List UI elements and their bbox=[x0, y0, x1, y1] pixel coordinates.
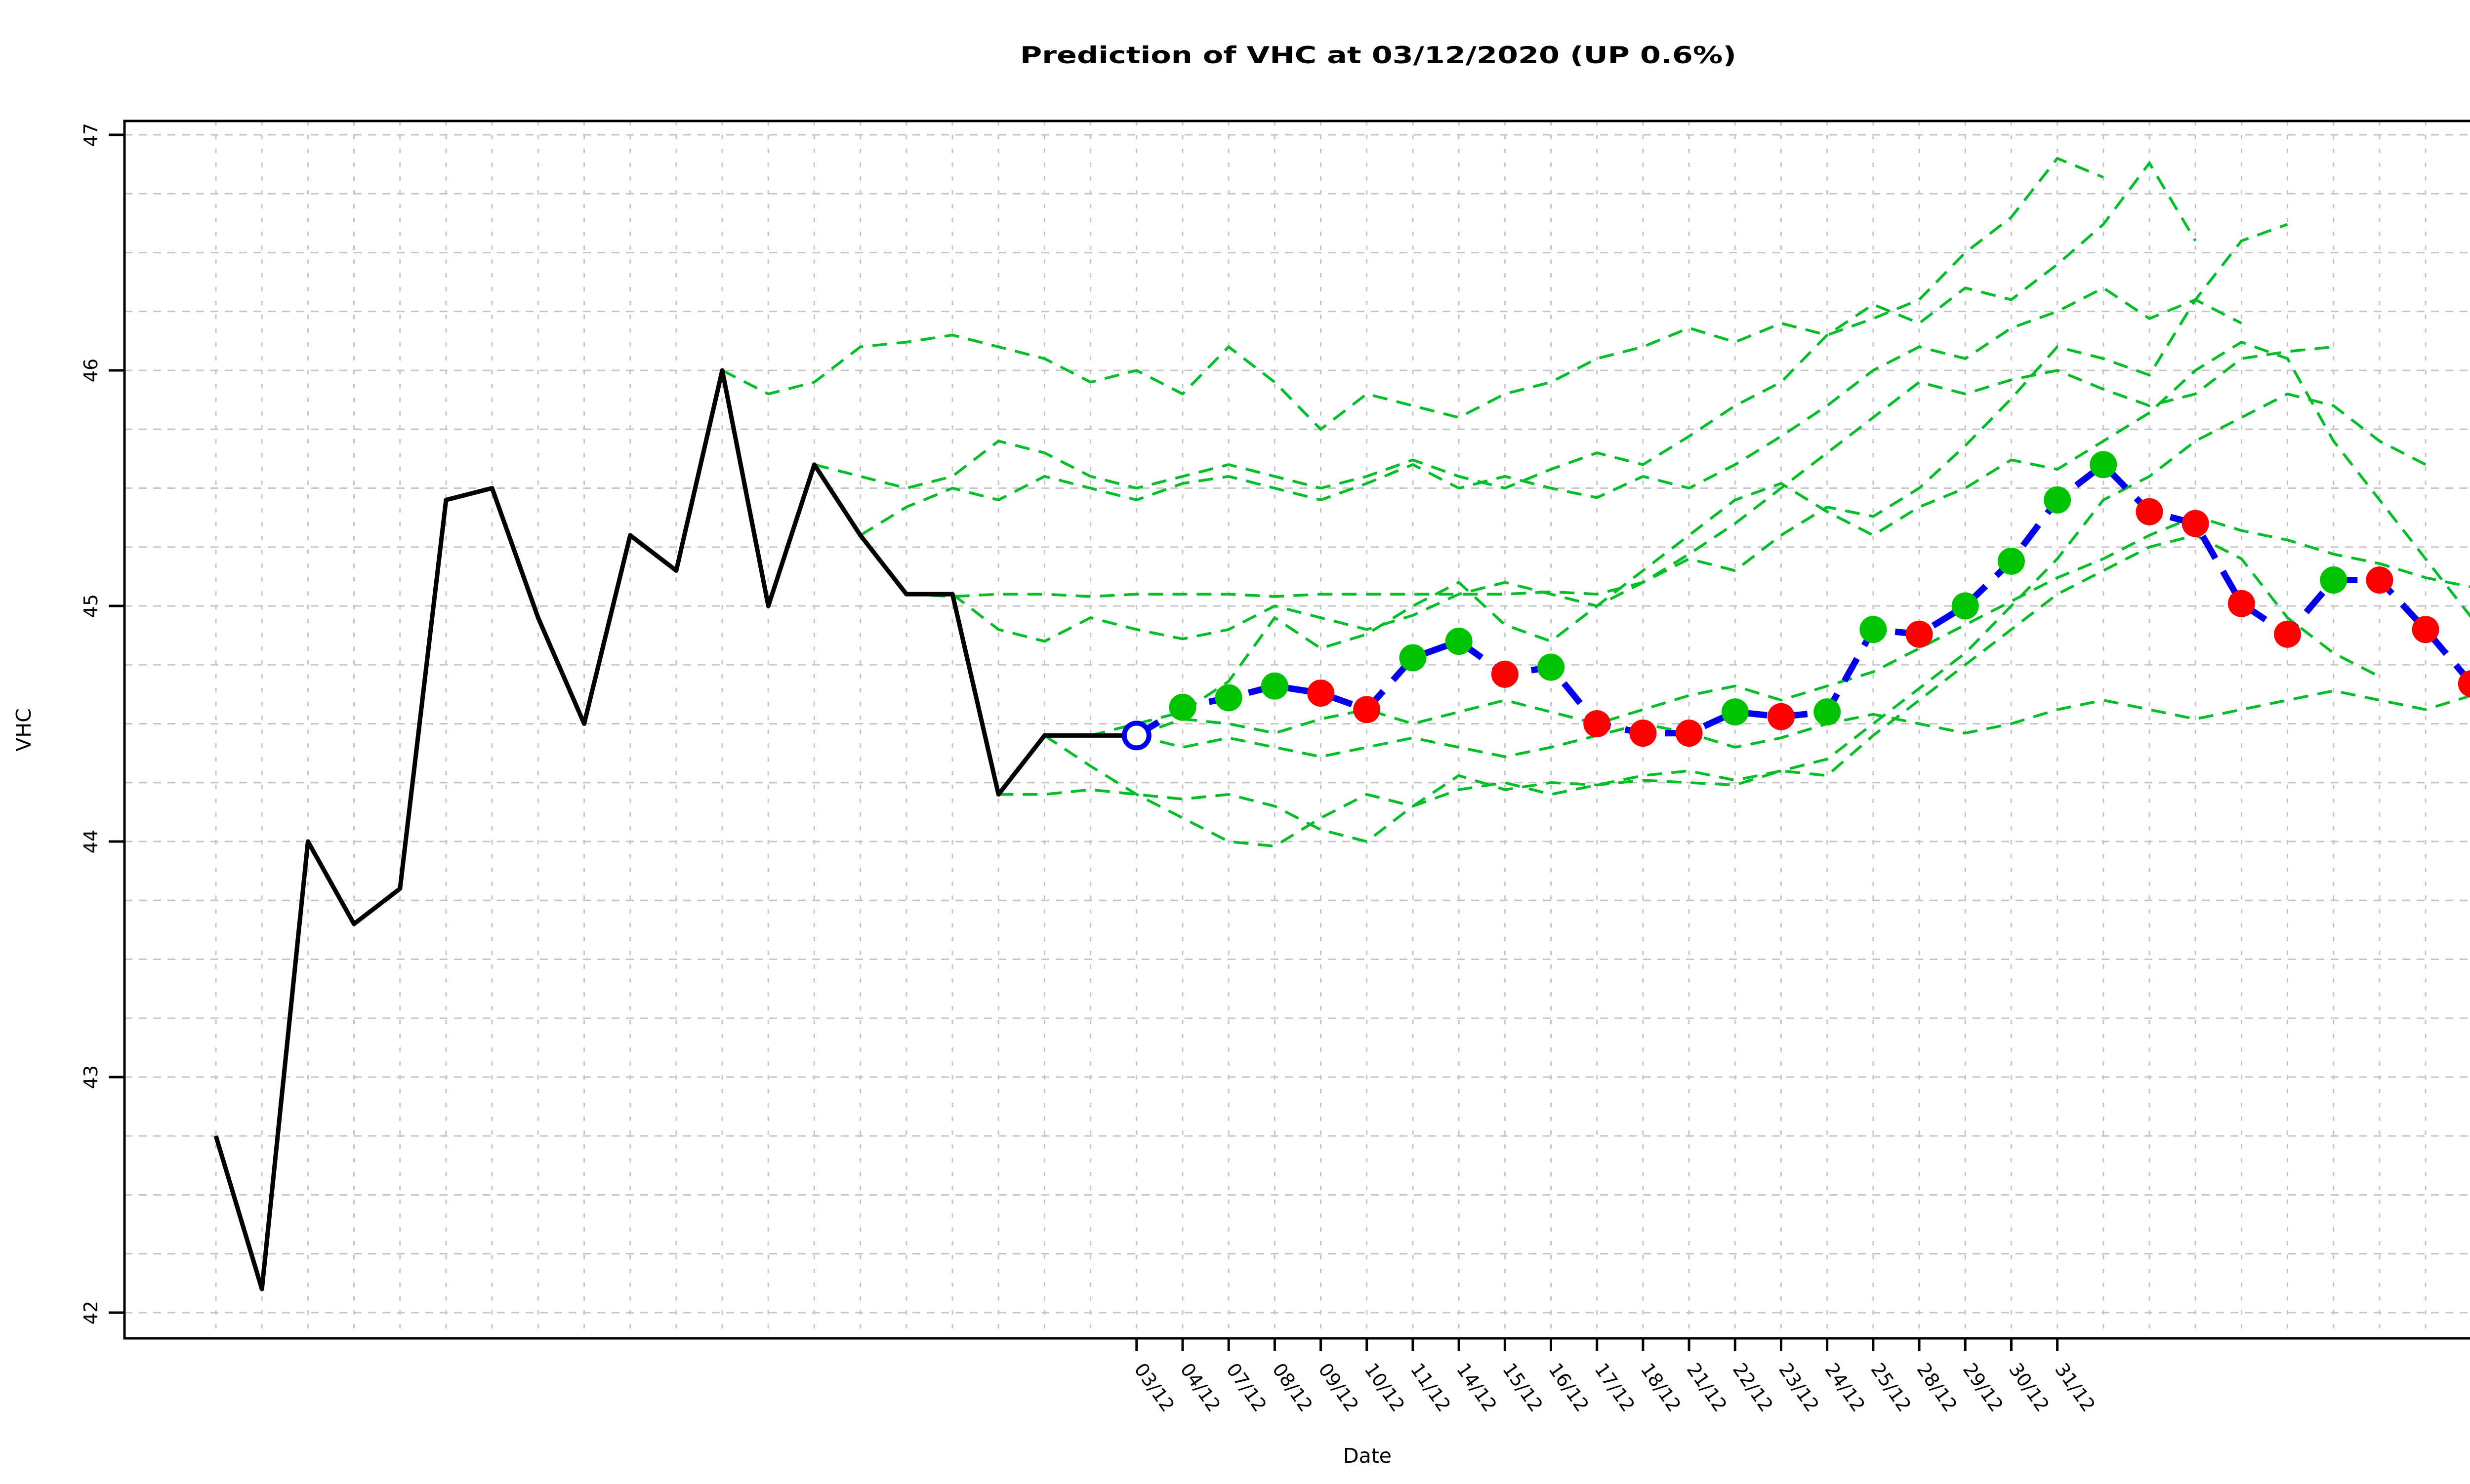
prediction-up-dot bbox=[1399, 644, 1427, 672]
prediction-down-dot bbox=[1307, 679, 1335, 707]
x-tick-label: 08/12 bbox=[1268, 1359, 1317, 1416]
x-axis-title: Date bbox=[1343, 1444, 1392, 1468]
x-tick-label: 15/12 bbox=[1498, 1359, 1547, 1416]
y-tick-label: 45 bbox=[80, 594, 102, 618]
simulation-path-sim-2 bbox=[814, 160, 2197, 490]
simulation-path-sim-8 bbox=[1090, 340, 2470, 737]
simulation-path-sim-6 bbox=[998, 533, 2381, 843]
prediction-up-dot bbox=[2044, 486, 2071, 514]
prediction-up-dot bbox=[1445, 628, 1473, 655]
x-tick-label: 04/12 bbox=[1176, 1359, 1225, 1416]
y-tick-label: 46 bbox=[80, 359, 102, 382]
simulation-path-sim-4 bbox=[906, 223, 2288, 598]
historical-line bbox=[213, 368, 1137, 1291]
prediction-down-dot bbox=[2227, 590, 2255, 617]
prediction-down-dot bbox=[1675, 720, 1703, 747]
x-tick-label: 14/12 bbox=[1452, 1359, 1501, 1416]
prediction-up-dot bbox=[1215, 684, 1242, 712]
simulation-path-sim-9 bbox=[1136, 515, 2470, 737]
x-tick-label: 25/12 bbox=[1866, 1359, 1915, 1416]
prediction-down-dot bbox=[2366, 566, 2393, 594]
prediction-down-dot bbox=[1767, 703, 1795, 730]
prediction-down-dot bbox=[1629, 720, 1657, 747]
x-tick-label: 31/12 bbox=[2051, 1359, 2100, 1416]
x-tick-label: 10/12 bbox=[1360, 1359, 1409, 1416]
prediction-up-dot bbox=[1721, 698, 1749, 726]
x-tick-label: 30/12 bbox=[2005, 1359, 2054, 1416]
prediction-up-dot bbox=[2090, 451, 2117, 479]
prediction-down-dot bbox=[1491, 660, 1519, 688]
prediction-up-dot bbox=[2320, 566, 2347, 594]
x-tick-label: 28/12 bbox=[1913, 1359, 1962, 1416]
prediction-up-dot bbox=[1537, 653, 1565, 681]
prediction-up-dot bbox=[1169, 693, 1196, 721]
prediction-down-dot bbox=[1583, 710, 1611, 737]
x-tick-label: 09/12 bbox=[1314, 1359, 1363, 1416]
prediction-up-dot bbox=[1951, 592, 1979, 620]
simulation-path-sim-3 bbox=[860, 286, 2242, 537]
plot-box bbox=[123, 120, 2470, 1340]
x-tick-label: 18/12 bbox=[1637, 1359, 1686, 1416]
prediction-down-dot bbox=[2458, 670, 2470, 697]
x-tick-label: 17/12 bbox=[1590, 1359, 1639, 1416]
x-tick-label: 11/12 bbox=[1406, 1359, 1455, 1416]
series-layer bbox=[213, 157, 2470, 1291]
x-tick-label: 23/12 bbox=[1774, 1359, 1823, 1416]
x-tick-label: 21/12 bbox=[1683, 1359, 1731, 1416]
prediction-down-dot bbox=[2274, 620, 2302, 648]
prediction-down-dot bbox=[2182, 510, 2209, 537]
prediction-down-dot bbox=[1905, 620, 1933, 648]
prediction-down-dot bbox=[1353, 696, 1381, 723]
x-tick-label: 07/12 bbox=[1222, 1359, 1271, 1416]
x-tick-label: 24/12 bbox=[1820, 1359, 1869, 1416]
y-tick-label: 43 bbox=[80, 1065, 102, 1089]
prediction-start-open-circle bbox=[1121, 721, 1152, 751]
prediction-up-dot bbox=[1261, 672, 1288, 700]
chart-title: Prediction of VHC at 03/12/2020 (UP 0.6%… bbox=[1020, 42, 1736, 69]
prediction-line bbox=[1135, 461, 2470, 738]
prediction-down-dot bbox=[2136, 498, 2163, 525]
y-tick-label: 44 bbox=[80, 830, 102, 853]
prediction-up-dot bbox=[1997, 547, 2025, 575]
y-axis-title: VHC bbox=[12, 708, 36, 752]
y-tick-label: 42 bbox=[80, 1301, 102, 1324]
prediction-down-dot bbox=[2412, 616, 2439, 643]
prediction-up-dot bbox=[1859, 616, 1887, 643]
x-tick-label: 29/12 bbox=[1959, 1359, 2008, 1416]
simulation-path-sim-1 bbox=[721, 157, 2104, 431]
x-tick-label: 22/12 bbox=[1729, 1359, 1777, 1416]
simulation-path-sim-5 bbox=[951, 345, 2334, 643]
y-tick-label: 47 bbox=[80, 123, 102, 147]
prediction-up-dot bbox=[1813, 698, 1841, 726]
x-tick-label: 03/12 bbox=[1130, 1359, 1179, 1416]
grid-layer bbox=[124, 121, 2470, 1338]
x-tick-label: 16/12 bbox=[1544, 1359, 1593, 1416]
